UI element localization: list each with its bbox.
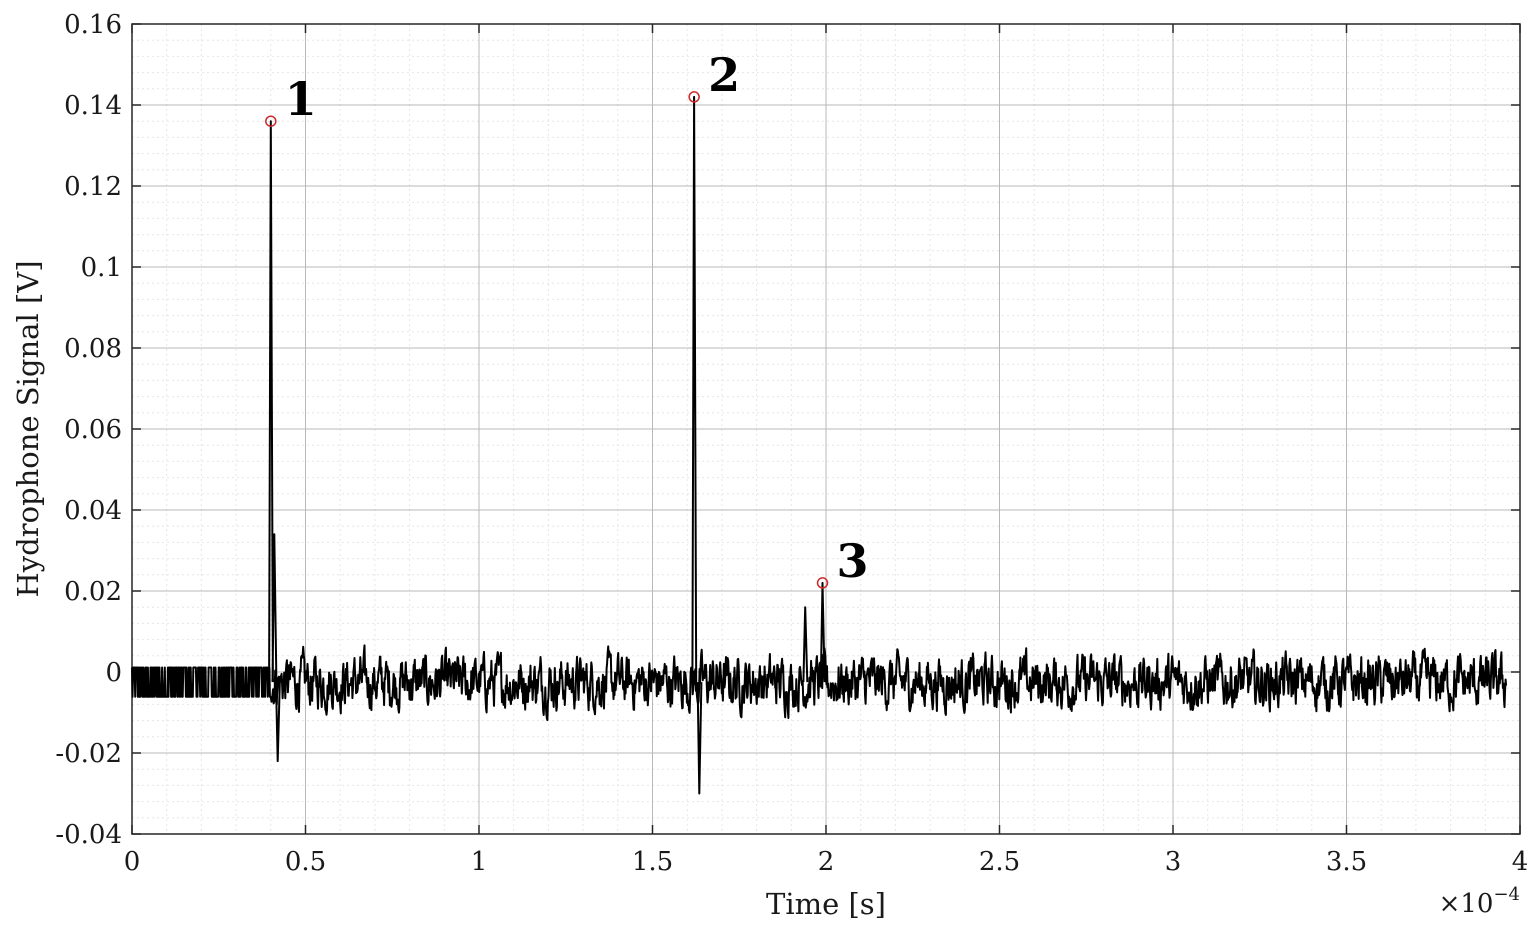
x-tick-label: 0 xyxy=(124,847,141,877)
y-tick-label: 0.06 xyxy=(64,415,122,445)
x-axis-exponent: ×10−4 xyxy=(1439,884,1520,919)
y-tick-label: 0.12 xyxy=(64,172,122,202)
y-tick-label: 0.04 xyxy=(64,496,122,526)
signal-series-line xyxy=(131,95,1508,795)
y-tick-label: 0.1 xyxy=(81,253,122,283)
y-tick-label: -0.04 xyxy=(55,820,122,850)
peak-label: 3 xyxy=(837,534,869,588)
peak-marker xyxy=(265,115,277,127)
x-axis-exponent-base: ×10 xyxy=(1439,889,1494,919)
x-tick-label: 4 xyxy=(1512,847,1529,877)
x-tick-label: 2 xyxy=(818,847,835,877)
x-axis-exponent-power: −4 xyxy=(1493,884,1520,905)
y-tick-label: 0.08 xyxy=(64,334,122,364)
x-tick-label: 0.5 xyxy=(285,847,326,877)
peak-marker xyxy=(816,577,829,589)
x-tick-label: 1 xyxy=(471,847,488,877)
peak-label: 2 xyxy=(708,48,740,102)
x-tick-label: 2.5 xyxy=(979,847,1020,877)
y-tick-label: 0 xyxy=(105,658,122,688)
x-tick-label: 1.5 xyxy=(632,847,673,877)
x-tick-label: 3 xyxy=(1165,847,1182,877)
y-tick-label: 0.14 xyxy=(64,91,122,121)
x-axis-label: Time [s] xyxy=(766,887,886,921)
x-tick-label: 3.5 xyxy=(1326,847,1367,877)
y-tick-label: -0.02 xyxy=(55,739,122,769)
y-tick-labels: -0.04 -0.02 0 0.02 0.04 0.06 0.08 0.1 0.12 0.14 0.… xyxy=(55,10,122,850)
peak-marker xyxy=(688,91,700,103)
y-tick-label: 0.16 xyxy=(64,10,122,40)
y-axis-label: Hydrophone Signal [V] xyxy=(11,260,45,597)
y-tick-label: 0.02 xyxy=(64,577,122,607)
peak-markers: 1 2 3 xyxy=(265,48,869,589)
peak-label: 1 xyxy=(285,72,317,126)
x-tick-labels: 0 0.5 1 1.5 2 2.5 3 3.5 4 xyxy=(124,847,1529,877)
